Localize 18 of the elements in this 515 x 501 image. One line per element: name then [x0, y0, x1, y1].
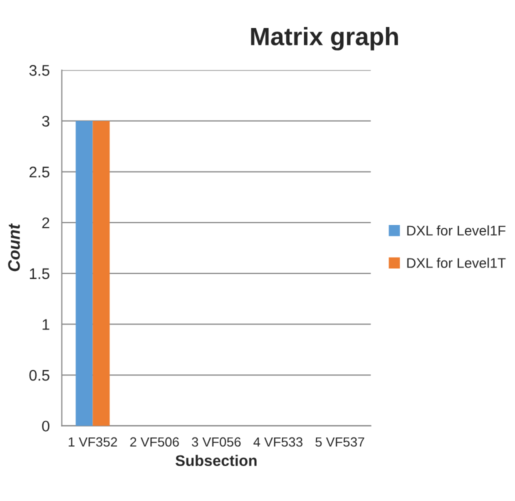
x-tick-label: 5 VF537: [315, 437, 364, 447]
y-tick-label: 3: [42, 116, 50, 127]
y-tick-label: 3.5: [29, 65, 50, 76]
y-tick-label: 0: [42, 420, 50, 432]
x-tick-label: 4 VF533: [253, 437, 302, 447]
legend-label: DXL for Level1T: [407, 258, 506, 268]
x-tick-label: 3 VF056: [192, 437, 241, 447]
x-axis-title: Subsection: [176, 454, 257, 466]
y-tick-label: 2.5: [30, 166, 50, 178]
y-tick-label: 1.5: [30, 268, 50, 280]
y-axis-title: Count: [8, 223, 20, 272]
legend-label: DXL for Level1F: [407, 225, 506, 236]
y-tick-label: 2: [42, 217, 50, 228]
y-tick-label: 0.5: [29, 370, 50, 381]
x-tick-label: 1 VF352: [68, 437, 117, 447]
chart-title: Matrix graph: [251, 27, 398, 50]
y-tick-label: 1: [42, 319, 50, 330]
x-tick-label: 2 VF506: [130, 437, 179, 447]
